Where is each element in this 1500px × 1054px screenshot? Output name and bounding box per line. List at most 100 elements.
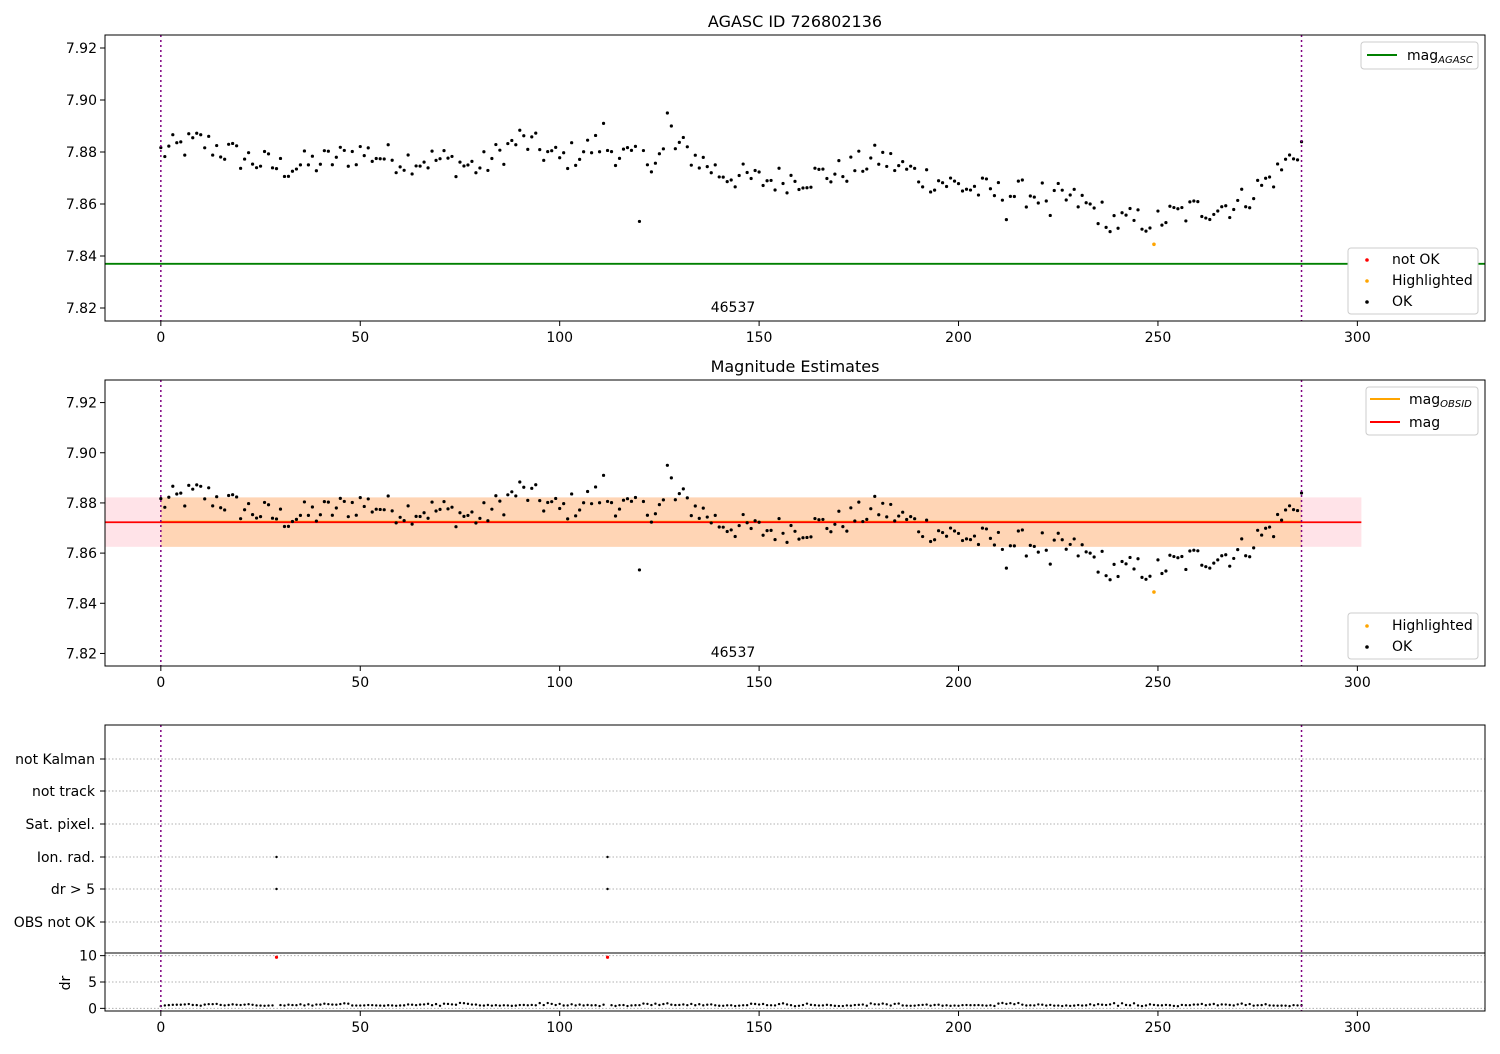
ok-point [921,185,925,189]
flag-label: not track [32,784,96,800]
ok-point [649,520,654,524]
ok-point [502,162,506,166]
ok-point [342,148,346,153]
dr-point [741,1004,745,1007]
y-tick-label: 7.88 [66,145,97,161]
ok-point [956,531,961,536]
dr-point [235,1003,238,1006]
ok-point [378,507,382,512]
ok-point [1216,209,1220,213]
ok-point [574,514,578,518]
ok-point [322,149,326,153]
ok-point [538,148,542,152]
highlighted-point [1152,242,1156,247]
ok-point [486,168,490,173]
dr-point [398,1004,402,1007]
ok-point [1012,194,1016,199]
ok-point [207,486,211,490]
flag-point [606,855,609,859]
ok-point [1084,550,1088,554]
ok-point [187,132,191,136]
dr-point [227,1003,230,1007]
ok-point [657,152,661,156]
dr-point [1053,1004,1056,1007]
dr-point [729,1004,733,1007]
ok-point [681,135,685,140]
ok-point [478,516,482,520]
ok-point [944,534,949,538]
ok-point [649,170,654,174]
ok-point [1212,212,1216,217]
legend-highlighted-marker [1365,279,1369,283]
ok-point [837,509,841,513]
dr-point [1248,1002,1251,1006]
ok-point [813,516,817,521]
ok-point [438,507,442,512]
ok-point [219,506,223,510]
ok-point [223,508,227,512]
ok-point [207,134,211,138]
ok-point [534,131,538,135]
dr-point [442,1002,446,1005]
dr-point [295,1004,298,1007]
dr-point [1132,1002,1136,1005]
ok-point [1260,183,1264,187]
ok-point [239,166,243,170]
ok-point [1076,205,1080,209]
ok-point [1132,218,1136,223]
dr-point [602,1003,605,1006]
dr-point [506,1004,510,1007]
dr-point [466,1002,470,1006]
dr-point [921,1003,924,1007]
ok-point [976,193,981,197]
ok-point [925,168,929,172]
dr-point [1033,1004,1036,1007]
ok-point [1283,508,1288,512]
dr-point [885,1003,888,1006]
dr-point [1124,1003,1128,1007]
ok-point [1228,215,1232,220]
ok-point [761,533,765,537]
ok-point [562,151,566,155]
ok-point [242,157,247,161]
ok-point [171,133,175,137]
dr-point [845,1004,849,1007]
ok-point [893,519,897,523]
ok-point [522,485,526,489]
dr-point [642,1002,645,1005]
dr-point [422,1003,426,1006]
ok-point [1124,213,1128,217]
dr-point [989,1004,992,1007]
ok-point [426,166,430,170]
ok-point [1040,531,1044,535]
x-tick-label: 150 [746,330,773,346]
ok-point [366,497,370,501]
ok-point [402,168,406,172]
dr-point [359,1004,362,1007]
dr-point [386,1004,390,1007]
flag-point [275,887,278,891]
ok-point [1120,559,1124,564]
y-tick-label: 7.90 [66,93,97,109]
dr-point [658,1003,661,1007]
ok-point [558,156,562,160]
ok-point [410,172,414,176]
ok-point [450,505,454,509]
ok-point [705,165,709,169]
ok-point [298,513,303,517]
ok-point [793,529,797,533]
ok-point [191,487,195,491]
ok-point [637,219,642,224]
ok-point [621,147,626,151]
legend-highlighted-label: Highlighted [1392,273,1473,289]
dr-point [406,1003,410,1006]
dr-point [833,1004,837,1008]
ok-point [1080,193,1084,197]
ok-point [1279,518,1284,522]
ok-point [936,179,941,183]
ok-point [972,534,977,538]
dr-point [586,1003,589,1007]
dr-point [542,1003,545,1007]
ok-point [653,512,658,516]
ok-point [159,145,163,150]
